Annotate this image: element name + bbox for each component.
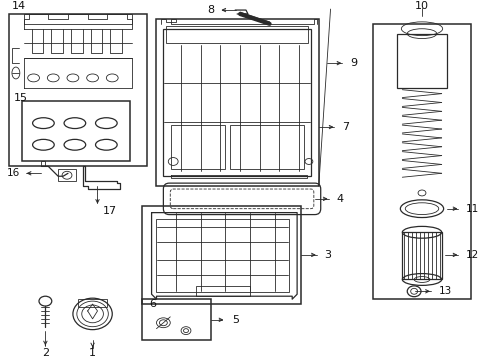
Bar xyxy=(373,24,471,299)
Bar xyxy=(196,286,250,296)
Bar xyxy=(78,299,107,307)
Text: 17: 17 xyxy=(102,206,117,216)
Text: 15: 15 xyxy=(14,93,28,103)
Bar xyxy=(166,26,308,44)
Bar xyxy=(9,14,147,166)
Text: 13: 13 xyxy=(439,286,452,296)
Bar xyxy=(142,299,211,341)
Text: 12: 12 xyxy=(466,250,480,260)
Bar xyxy=(58,169,76,181)
Text: 2: 2 xyxy=(42,348,49,358)
Bar xyxy=(230,125,304,169)
Text: 3: 3 xyxy=(325,250,332,260)
Text: 14: 14 xyxy=(12,1,26,11)
Bar xyxy=(171,125,225,169)
Bar xyxy=(397,33,446,88)
Text: 4: 4 xyxy=(337,194,343,204)
Bar xyxy=(156,219,289,292)
Text: 9: 9 xyxy=(350,58,357,68)
Text: 11: 11 xyxy=(466,204,480,214)
Bar xyxy=(163,29,311,176)
Text: 8: 8 xyxy=(207,5,215,15)
Bar xyxy=(156,19,319,186)
Bar xyxy=(142,206,301,304)
Bar xyxy=(402,232,441,279)
Text: 5: 5 xyxy=(232,315,239,325)
Bar xyxy=(22,100,130,162)
Text: 7: 7 xyxy=(343,122,349,132)
Text: 16: 16 xyxy=(6,168,20,178)
Text: 6: 6 xyxy=(149,299,157,309)
Text: 1: 1 xyxy=(89,348,96,358)
Text: 10: 10 xyxy=(415,1,429,11)
